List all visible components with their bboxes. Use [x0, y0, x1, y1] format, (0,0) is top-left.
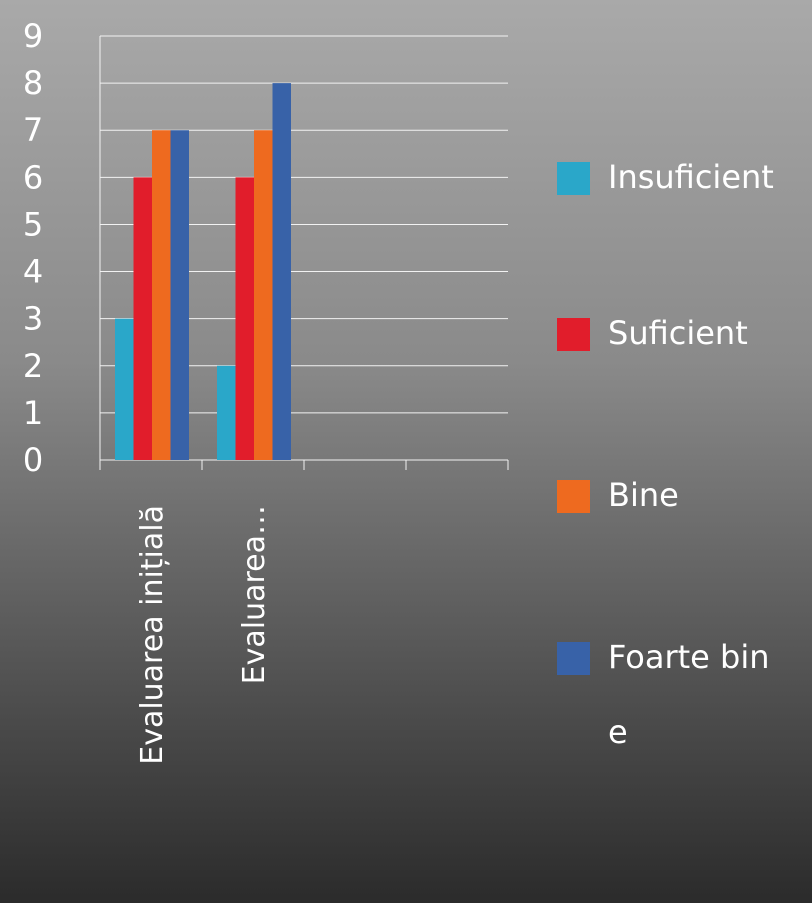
bar — [115, 318, 134, 460]
bar — [133, 177, 152, 461]
legend-item: Suficient — [557, 296, 788, 371]
legend-swatch — [557, 480, 590, 513]
bar — [217, 365, 236, 460]
y-tick-label: 7 — [23, 111, 43, 149]
bar — [235, 177, 254, 461]
y-tick-label: 2 — [23, 347, 43, 385]
legend-label: Insuficient — [608, 158, 774, 196]
y-tick-label: 0 — [23, 441, 43, 479]
x-tick-label: Evaluarea… — [237, 505, 272, 684]
y-tick-label: 3 — [23, 300, 43, 338]
y-tick-label: 6 — [23, 158, 43, 196]
legend-item: Foarte bine — [557, 620, 788, 770]
legend-label: Foarte bine — [608, 638, 770, 751]
legend-swatch — [557, 642, 590, 675]
bar — [170, 130, 189, 460]
legend-swatch — [557, 162, 590, 195]
legend-label: Suficient — [608, 314, 748, 352]
bar — [254, 130, 273, 460]
x-tick-label: Evaluarea inițială — [135, 505, 170, 765]
y-tick-label: 4 — [23, 253, 43, 291]
legend-label: Bine — [608, 476, 679, 514]
y-tick-label: 8 — [23, 64, 43, 102]
bar — [272, 83, 291, 460]
y-tick-label: 1 — [23, 394, 43, 432]
legend-swatch — [557, 318, 590, 351]
legend-item: Bine — [557, 458, 788, 533]
legend-item: Insuficient — [557, 140, 788, 215]
bar — [152, 130, 171, 460]
y-tick-label: 5 — [23, 205, 43, 243]
y-tick-label: 9 — [23, 17, 43, 55]
